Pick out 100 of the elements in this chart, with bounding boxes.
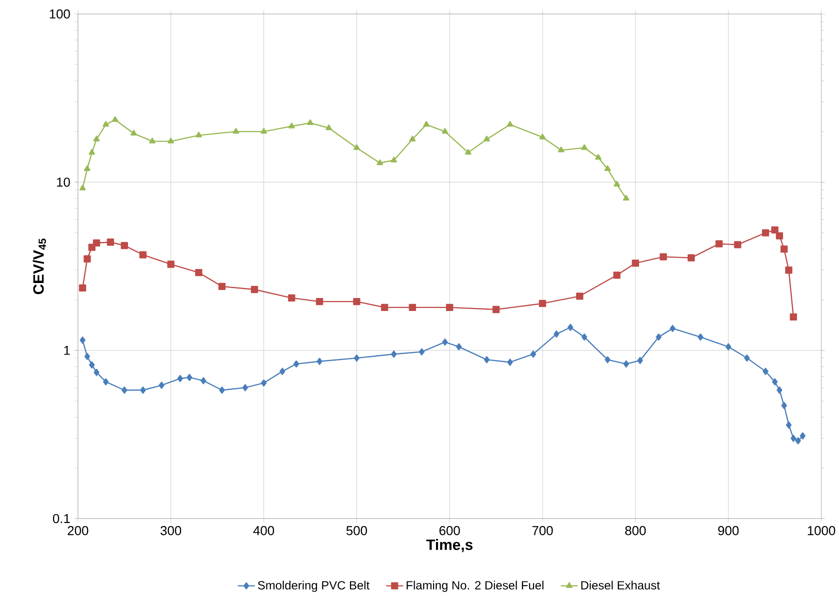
point xyxy=(790,313,797,320)
x-axis-title: Time,s xyxy=(426,538,473,552)
point xyxy=(776,232,784,240)
point xyxy=(158,381,164,389)
point xyxy=(442,338,448,346)
point xyxy=(88,148,96,154)
point xyxy=(89,361,95,368)
point xyxy=(484,135,490,142)
point xyxy=(120,242,128,249)
point xyxy=(795,436,801,444)
point xyxy=(391,350,397,358)
point xyxy=(122,386,128,394)
x-tick-label: 500 xyxy=(346,526,367,535)
point xyxy=(604,165,611,171)
point xyxy=(558,146,564,152)
point xyxy=(84,352,90,360)
point xyxy=(106,238,114,246)
point xyxy=(582,333,588,340)
point xyxy=(200,376,206,384)
point xyxy=(354,144,360,150)
point xyxy=(554,330,560,338)
point xyxy=(776,386,782,394)
y-tick-label: 10 xyxy=(57,177,70,187)
x-tick-label: 1000 xyxy=(808,526,836,535)
point xyxy=(698,333,704,340)
point xyxy=(670,324,676,332)
point xyxy=(218,282,226,290)
point xyxy=(780,245,788,252)
point xyxy=(613,271,620,279)
point xyxy=(84,255,91,262)
point xyxy=(149,137,156,144)
point xyxy=(484,356,490,364)
point xyxy=(576,292,584,300)
point xyxy=(614,180,620,186)
point xyxy=(177,374,183,382)
point xyxy=(446,304,454,311)
point xyxy=(539,133,546,140)
point xyxy=(637,356,643,364)
point xyxy=(260,128,267,134)
point xyxy=(376,159,384,165)
y-tick-label: 100 xyxy=(50,9,70,18)
point xyxy=(715,240,723,248)
point xyxy=(418,348,425,356)
point xyxy=(130,130,137,136)
point xyxy=(139,250,147,258)
point xyxy=(80,336,86,344)
point xyxy=(92,239,100,246)
point xyxy=(102,378,109,386)
point xyxy=(354,354,360,362)
legend-label: Diesel Exhaust xyxy=(581,580,660,590)
point xyxy=(326,124,332,130)
point xyxy=(219,386,225,394)
y-axis-title: CEV/V$_{45}$ xyxy=(32,238,46,294)
point xyxy=(506,120,514,126)
point xyxy=(293,360,300,368)
point xyxy=(568,324,574,331)
point xyxy=(167,260,174,268)
point xyxy=(102,120,109,126)
point xyxy=(140,386,146,394)
legend-label: Flaming No. 2 Diesel Fuel xyxy=(406,580,544,592)
point xyxy=(507,358,513,366)
x-tick-label: 200 xyxy=(68,526,88,535)
point xyxy=(660,252,667,260)
point xyxy=(288,122,295,128)
point xyxy=(465,148,472,154)
x-tick-label: 600 xyxy=(439,526,460,535)
point xyxy=(242,384,248,392)
point xyxy=(195,268,202,276)
point xyxy=(632,259,640,267)
x-tick-label: 400 xyxy=(253,526,274,535)
point xyxy=(353,298,360,305)
point xyxy=(790,434,796,442)
point xyxy=(408,304,416,311)
point xyxy=(442,128,448,134)
legend-label: Smoldering PVC Belt xyxy=(258,580,370,592)
point xyxy=(688,254,695,262)
point xyxy=(316,358,322,365)
y-tick-label: 0.1 xyxy=(52,514,70,523)
point xyxy=(288,294,296,302)
point xyxy=(316,298,324,305)
point xyxy=(530,350,536,358)
point xyxy=(260,379,267,386)
point xyxy=(307,119,314,125)
point xyxy=(423,120,430,126)
point xyxy=(186,374,192,381)
y-tick-label: 1 xyxy=(64,346,70,355)
point xyxy=(762,228,770,236)
point xyxy=(762,368,768,375)
point xyxy=(800,432,806,440)
point xyxy=(492,306,500,313)
point xyxy=(79,184,86,190)
point xyxy=(781,402,787,409)
point xyxy=(622,194,630,200)
point xyxy=(604,356,610,364)
point xyxy=(538,300,546,307)
point xyxy=(196,131,202,138)
point xyxy=(250,286,258,293)
point xyxy=(595,154,602,160)
point xyxy=(581,144,588,150)
point xyxy=(168,137,174,144)
